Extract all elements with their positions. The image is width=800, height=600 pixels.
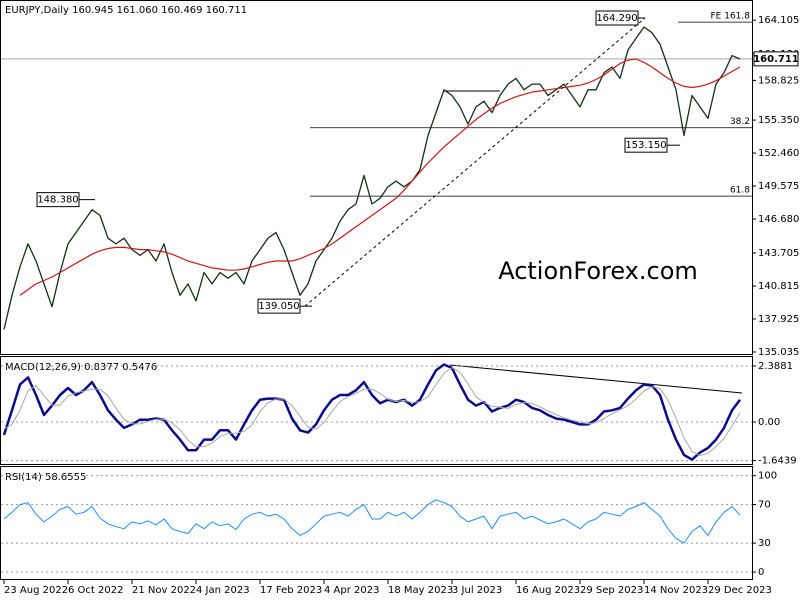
y-tick-label: 2.3881 <box>758 361 793 372</box>
fib-label: FE 161.8 <box>711 12 751 22</box>
x-tick-label: 4 Apr 2023 <box>324 585 379 596</box>
y-tick-label: -1.6439 <box>758 456 797 467</box>
y-tick-label: 70 <box>758 500 771 511</box>
last-price-box <box>753 51 799 67</box>
y-tick-label: 140.815 <box>758 281 799 292</box>
y-tick-label: 30 <box>758 538 771 549</box>
series-line <box>19 58 741 296</box>
annotation-box <box>257 298 301 314</box>
annotation-label: 153.150 <box>625 140 666 151</box>
macd-panel <box>0 356 753 465</box>
x-tick-label: 6 Oct 2022 <box>68 585 123 596</box>
annotation-label: 164.290 <box>596 13 637 24</box>
y-tick-label: 137.925 <box>758 314 799 325</box>
x-tick-label: 21 Nov 2022 <box>132 585 196 596</box>
x-tick-label: 17 Feb 2023 <box>260 585 322 596</box>
x-tick-label: 3 Jul 2023 <box>452 585 502 596</box>
series-line <box>3 26 741 330</box>
annotation-box <box>36 192 80 208</box>
y-tick-label: 100 <box>758 471 777 482</box>
y-tick-label: 0 <box>758 567 764 578</box>
rsi-panel <box>0 466 753 580</box>
y-tick-label: 152.460 <box>758 148 799 159</box>
y-tick-label: 135.035 <box>758 347 799 358</box>
y-tick-label: 146.680 <box>758 214 799 225</box>
y-tick-label: 0.00 <box>758 417 780 428</box>
annotation-box <box>595 10 639 26</box>
y-tick-label: 143.705 <box>758 248 799 259</box>
x-tick-label: 23 Aug 2022 <box>4 585 68 596</box>
x-tick-label: 4 Jan 2023 <box>196 585 250 596</box>
x-tick-label: 18 May 2023 <box>388 585 453 596</box>
price-panel <box>0 0 753 355</box>
fib-label: 38.2 <box>730 117 750 127</box>
x-tick-label: 29 Dec 2023 <box>708 585 772 596</box>
series-line <box>3 499 741 544</box>
fib-label: 61.8 <box>730 186 750 196</box>
macd-trend-line <box>449 364 743 394</box>
y-tick-label: 155.350 <box>758 115 799 126</box>
series-line <box>2 363 741 461</box>
annotation-label: 148.380 <box>37 195 78 206</box>
x-tick-label: 29 Sep 2023 <box>580 585 643 596</box>
y-tick-label: 164.105 <box>758 15 799 26</box>
x-tick-label: 14 Nov 2023 <box>644 585 708 596</box>
last-price-label: 160.711 <box>753 54 799 65</box>
series-line <box>3 367 741 457</box>
x-tick-label: 16 Aug 2023 <box>516 585 580 596</box>
trend-line <box>304 17 646 307</box>
macd-title: MACD(12,26,9) 0.8377 0.5476 <box>5 362 157 373</box>
y-tick-label: 149.575 <box>758 181 799 192</box>
annotation-box <box>624 137 668 153</box>
watermark: ActionForex.com <box>498 257 698 285</box>
y-tick-label: 158.825 <box>758 75 799 86</box>
rsi-title: RSI(14) 58.6555 <box>5 472 86 483</box>
annotation-label: 139.050 <box>258 301 299 312</box>
price-title: EURJPY,Daily 160.945 161.060 160.469 160… <box>5 5 247 16</box>
